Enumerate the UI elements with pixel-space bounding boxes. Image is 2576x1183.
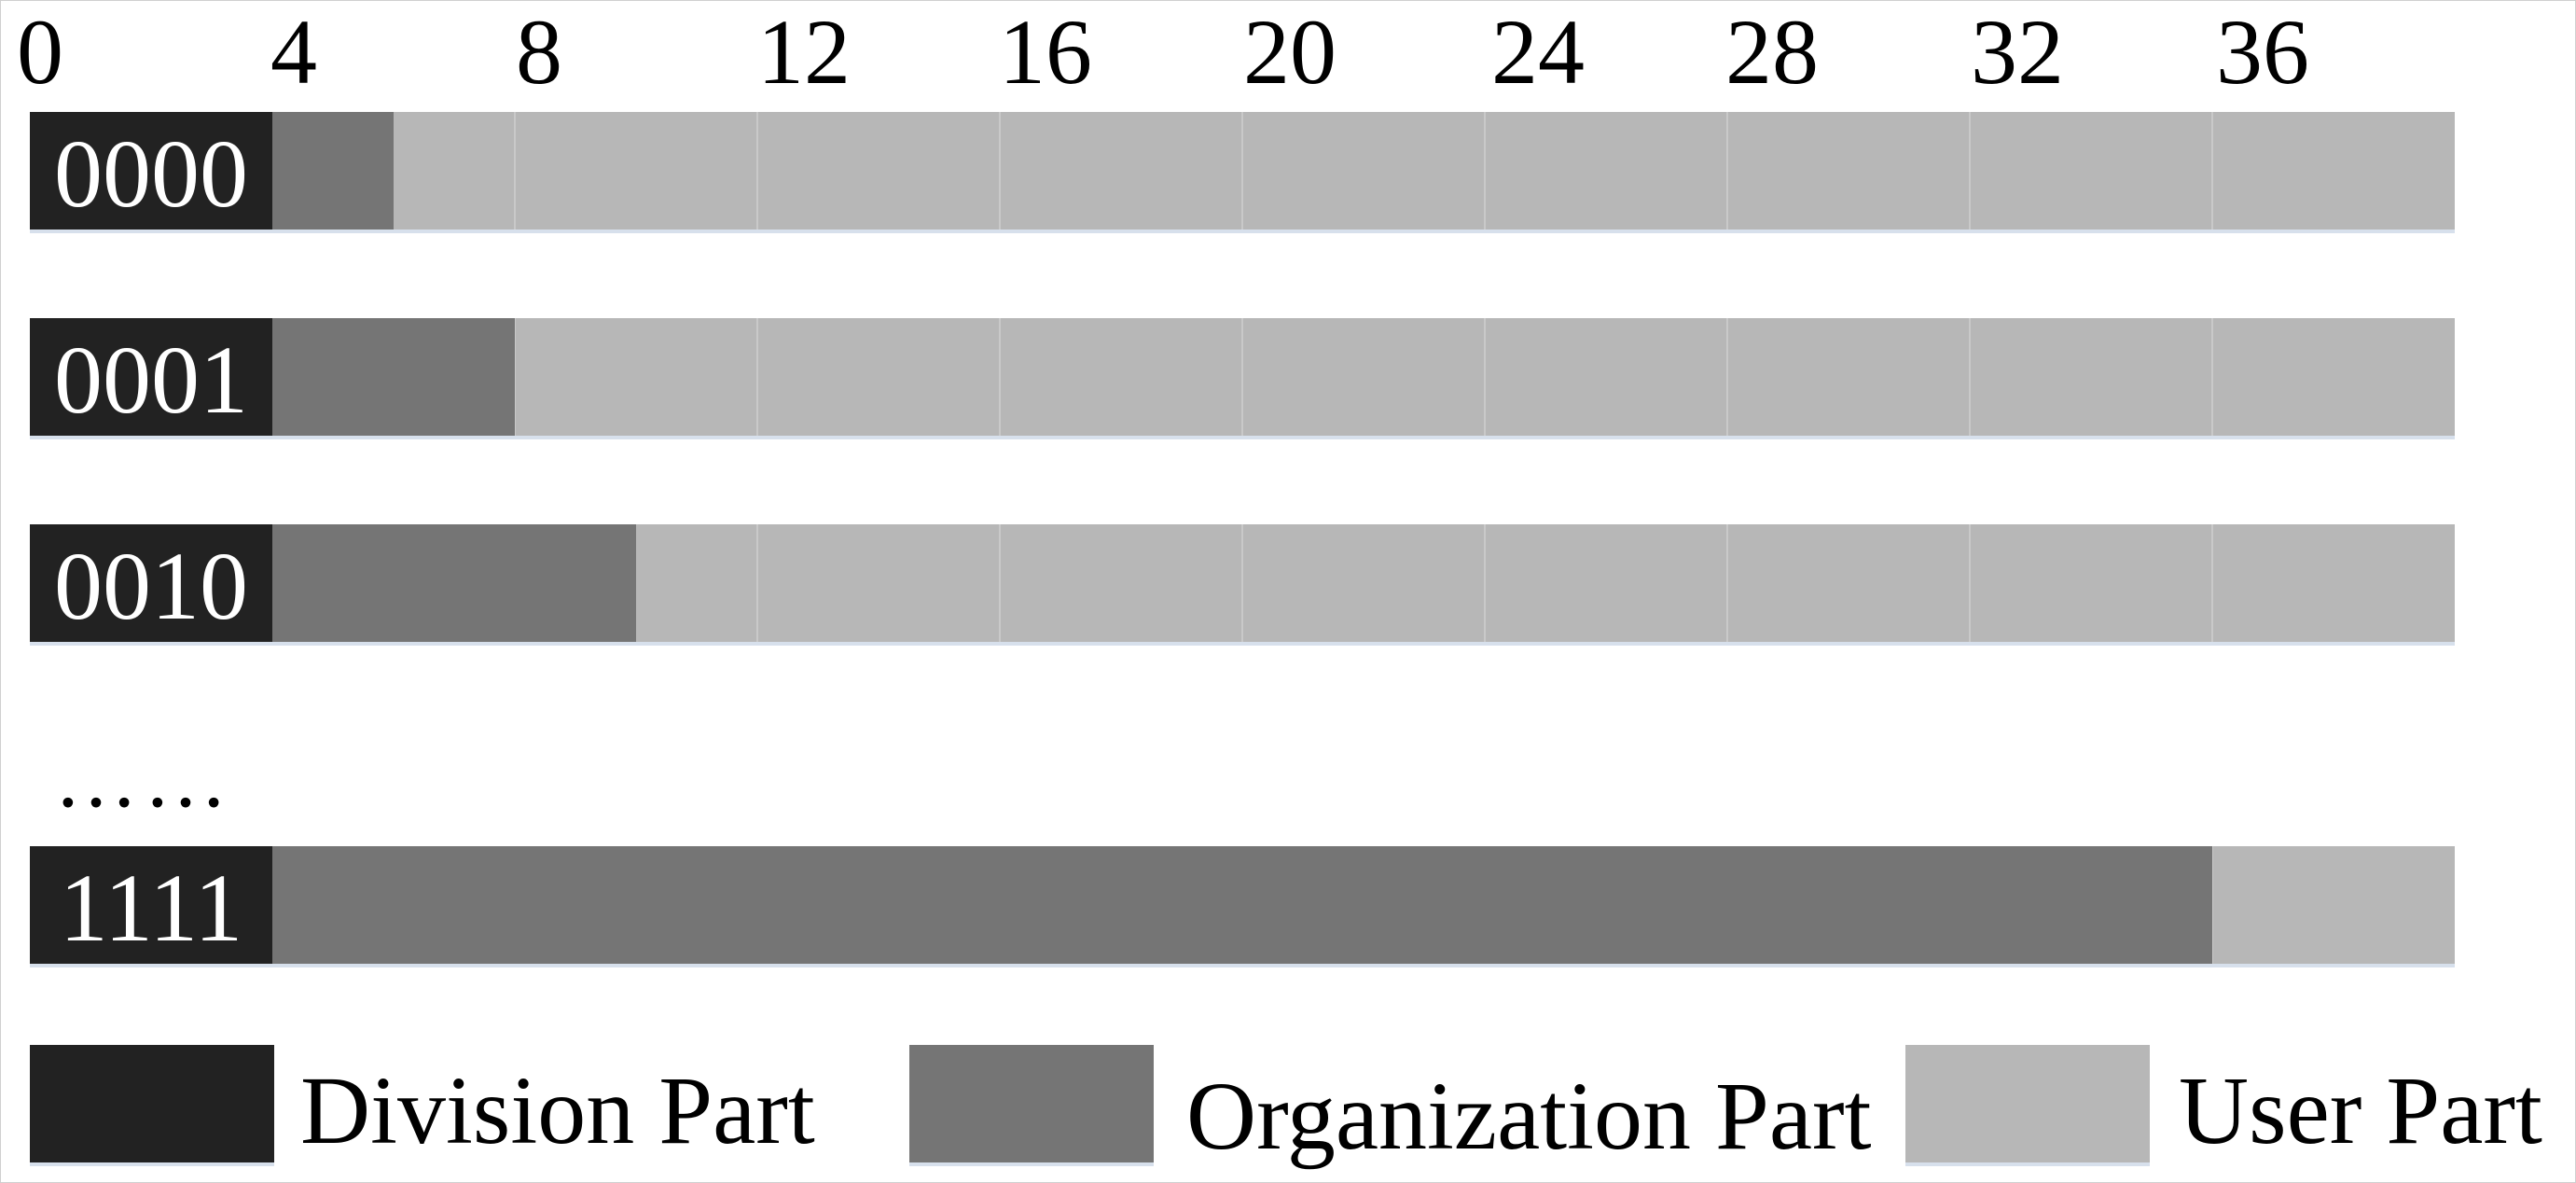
bit-gridline bbox=[1484, 318, 1486, 436]
bit-gridline bbox=[1969, 318, 1971, 436]
division-part-segment bbox=[30, 112, 272, 230]
legend-swatch-organization bbox=[909, 1045, 1154, 1166]
bit-tick: 4 bbox=[270, 0, 317, 104]
bit-tick: 36 bbox=[2216, 0, 2309, 104]
prefix-row: 0010 bbox=[30, 524, 2455, 646]
bit-gridline bbox=[1484, 112, 1486, 230]
ellipsis: …… bbox=[54, 732, 233, 825]
bit-gridline bbox=[1969, 112, 1971, 230]
bit-gridline bbox=[2211, 112, 2213, 230]
bit-gridline bbox=[999, 112, 1001, 230]
bit-gridline bbox=[1726, 112, 1728, 230]
legend-swatch-division bbox=[30, 1045, 274, 1166]
bit-tick: 32 bbox=[1971, 0, 2064, 104]
prefix-row: 1111 bbox=[30, 846, 2455, 967]
prefix-label: 0001 bbox=[54, 327, 248, 434]
legend-label-user: User Part bbox=[2179, 1057, 2542, 1164]
prefix-label: 1111 bbox=[59, 855, 243, 962]
bit-gridline bbox=[756, 318, 758, 436]
bit-tick: 12 bbox=[757, 0, 851, 104]
prefix-label: 0010 bbox=[54, 533, 248, 640]
bit-gridline bbox=[999, 318, 1001, 436]
legend-swatch-user bbox=[1905, 1045, 2150, 1166]
bit-tick: 16 bbox=[999, 0, 1092, 104]
bit-gridline bbox=[514, 112, 516, 230]
division-part-segment bbox=[30, 524, 272, 642]
division-part-segment bbox=[30, 846, 272, 964]
bit-gridline bbox=[1726, 318, 1728, 436]
bit-gridline bbox=[2211, 846, 2213, 964]
bit-tick: 0 bbox=[17, 0, 63, 104]
organization-part-segment bbox=[272, 846, 2212, 964]
bit-gridline bbox=[2211, 318, 2213, 436]
bit-gridline bbox=[1241, 112, 1243, 230]
bit-gridline bbox=[2211, 524, 2213, 642]
bit-gridline bbox=[514, 318, 516, 436]
bit-gridline bbox=[756, 112, 758, 230]
division-part-segment bbox=[30, 318, 272, 436]
legend-label-division: Division Part bbox=[300, 1057, 815, 1164]
organization-part-segment bbox=[272, 524, 636, 642]
prefix-row: 0001 bbox=[30, 318, 2455, 439]
organization-part-segment bbox=[272, 112, 394, 230]
bit-tick: 8 bbox=[516, 0, 562, 104]
bit-gridline bbox=[756, 524, 758, 642]
legend-label-organization: Organization Part bbox=[1186, 1063, 1872, 1170]
organization-part-segment bbox=[272, 318, 515, 436]
prefix-label: 0000 bbox=[54, 120, 248, 228]
bit-tick: 20 bbox=[1243, 0, 1336, 104]
bit-tick: 28 bbox=[1725, 0, 1819, 104]
prefix-row: 0000 bbox=[30, 112, 2455, 233]
bit-gridline bbox=[1969, 524, 1971, 642]
bit-tick: 24 bbox=[1491, 0, 1585, 104]
bit-gridline bbox=[1241, 524, 1243, 642]
bit-gridline bbox=[999, 524, 1001, 642]
bit-gridline bbox=[1726, 524, 1728, 642]
bit-gridline bbox=[1241, 318, 1243, 436]
bit-gridline bbox=[1484, 524, 1486, 642]
